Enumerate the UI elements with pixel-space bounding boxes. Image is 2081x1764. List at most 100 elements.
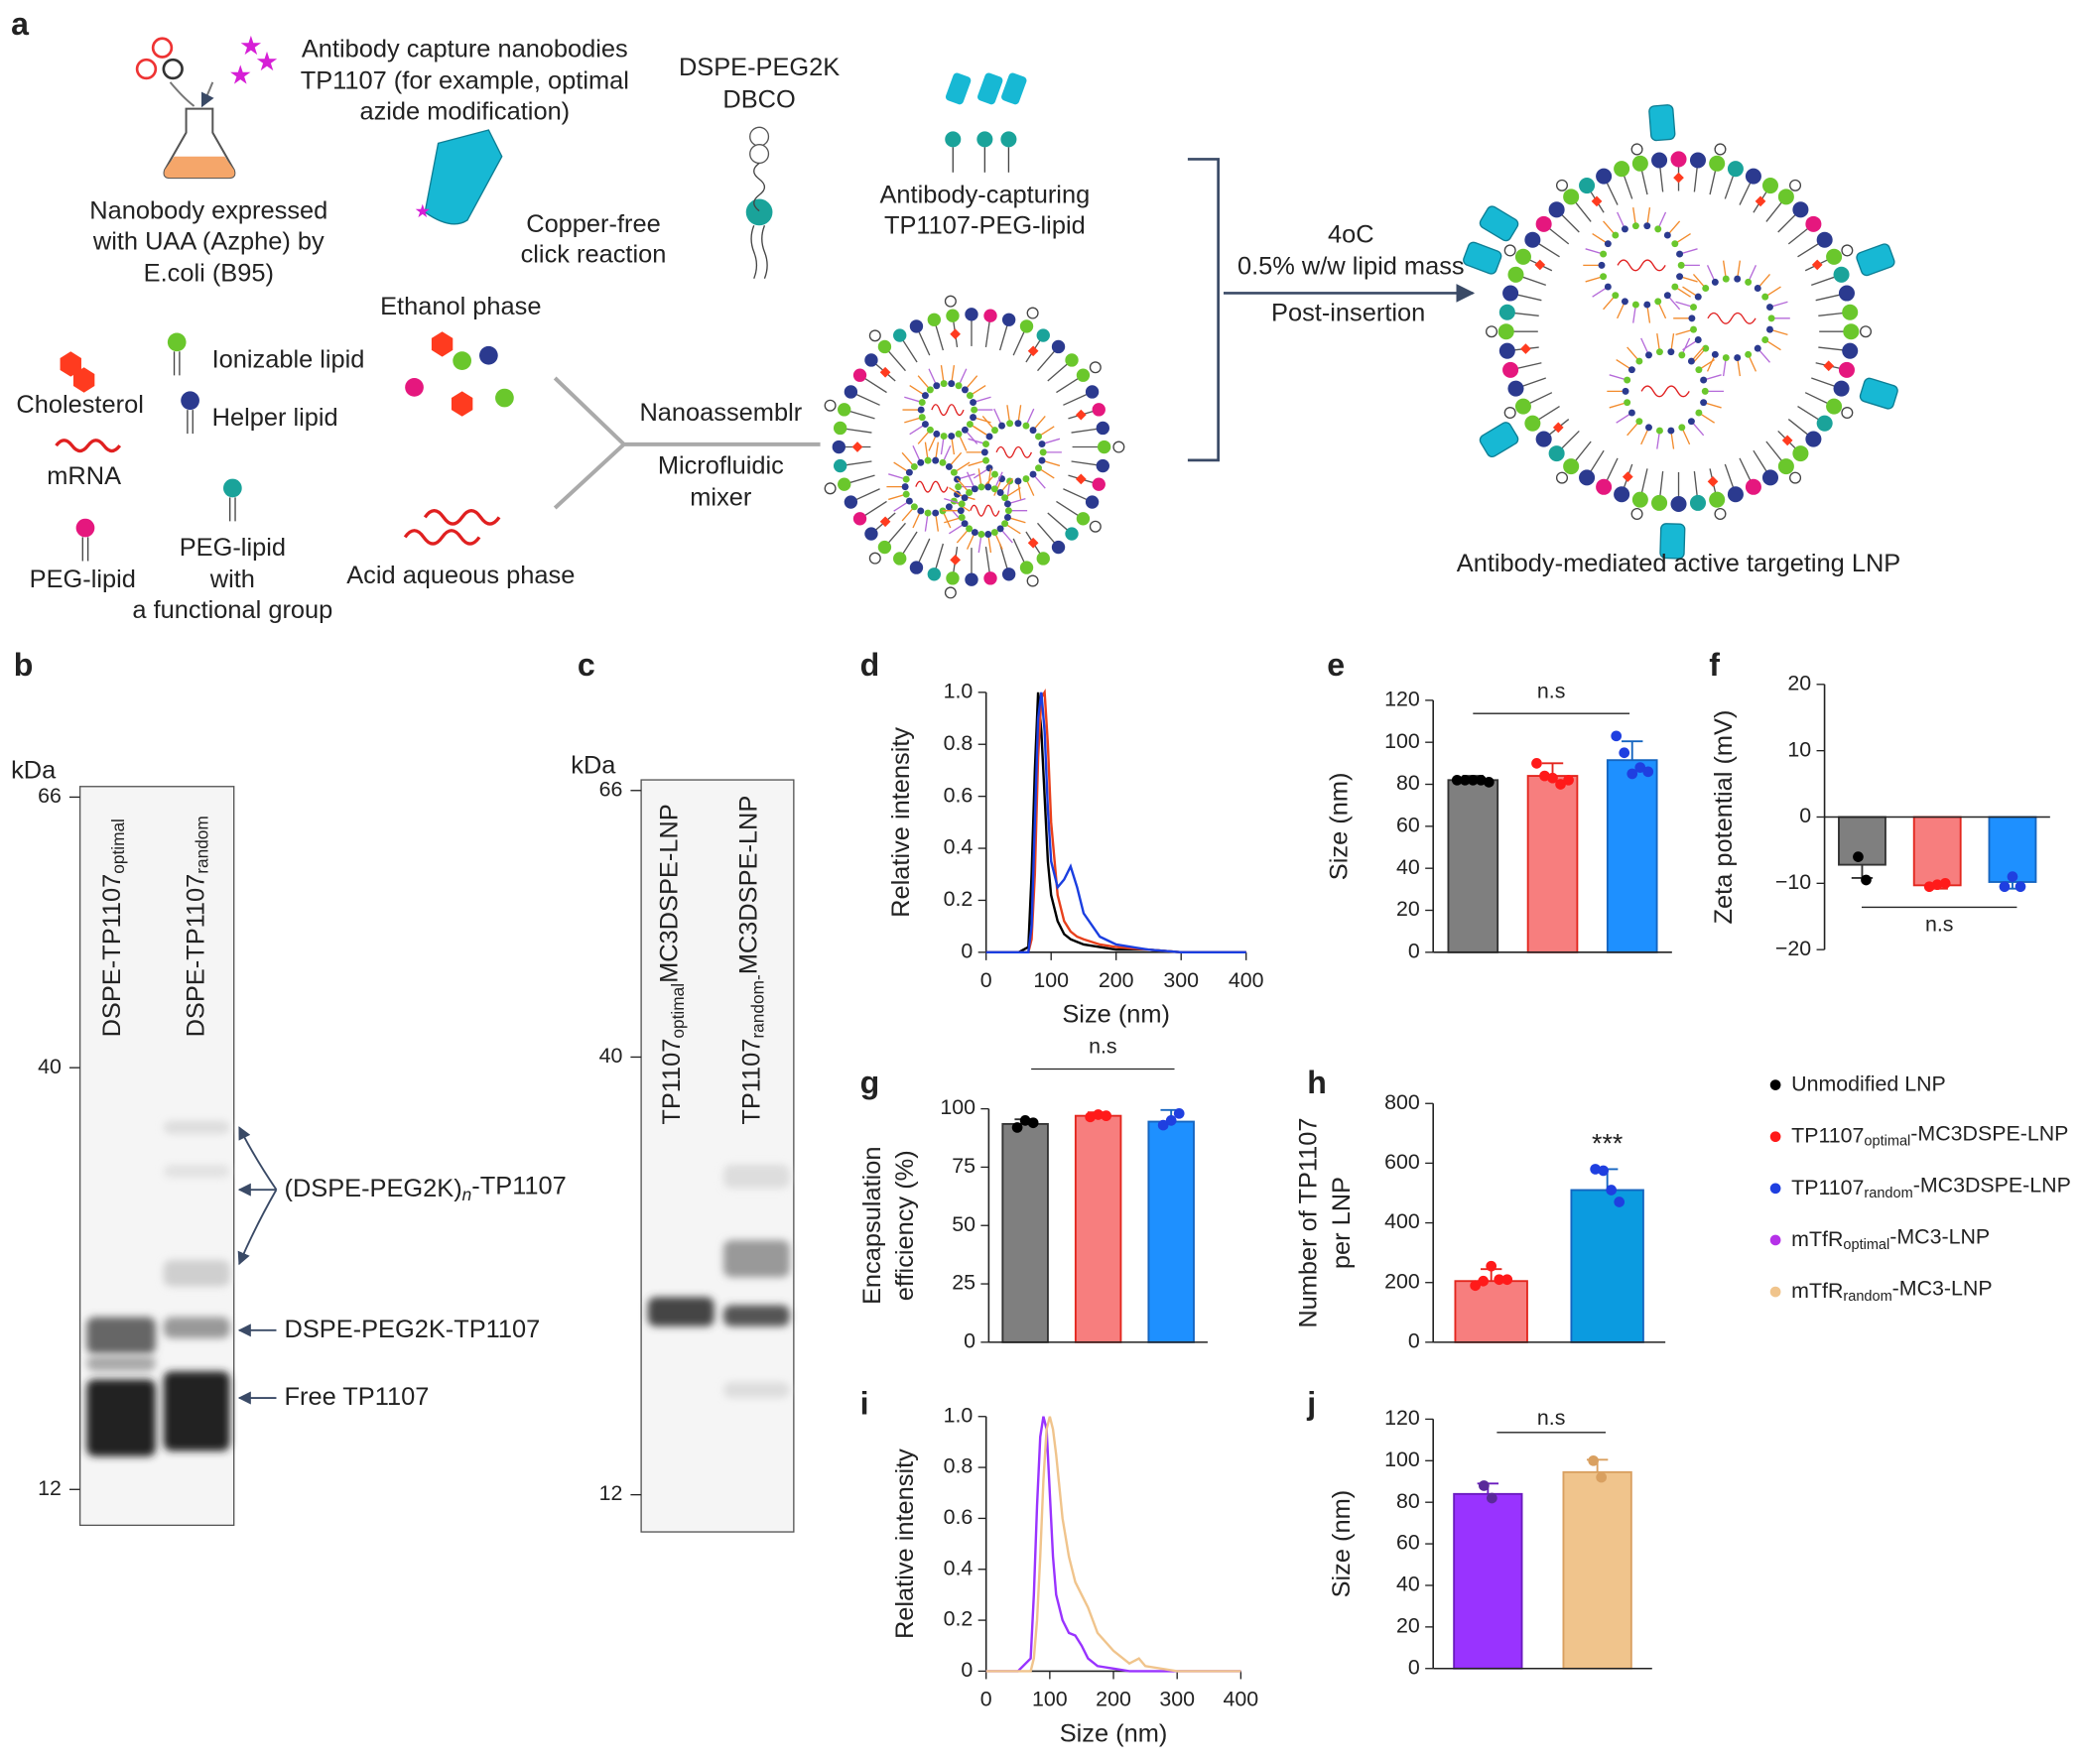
inner-head — [948, 433, 956, 441]
inner-head — [932, 509, 940, 517]
lipid — [495, 388, 514, 408]
data-point — [1626, 768, 1638, 780]
lipid-head — [1514, 398, 1531, 415]
lipid-head — [1816, 415, 1833, 432]
inner-head — [958, 500, 966, 508]
legend-swatch — [1769, 1079, 1781, 1090]
lipid-head — [1097, 440, 1111, 454]
inner-head — [1678, 351, 1686, 359]
x-tick-label: 200 — [1099, 968, 1134, 992]
y-tick-label: 20 — [1787, 671, 1811, 694]
y-axis-label: Relative intensity — [891, 1449, 919, 1639]
inner-head — [1598, 261, 1606, 269]
inner-head — [1694, 336, 1702, 344]
bar — [1147, 1120, 1195, 1343]
lipid-head — [1498, 304, 1515, 320]
inner-head — [1765, 304, 1773, 312]
bar — [1454, 1280, 1528, 1343]
inner-head — [1695, 366, 1703, 374]
inner-head — [1627, 366, 1635, 374]
diagram-label: with UAA (Azphe) by — [92, 227, 325, 255]
mrna — [1707, 312, 1756, 324]
lipid-head — [1507, 380, 1524, 397]
diagram-label: Copper-free — [526, 210, 660, 238]
lipid-head — [1579, 178, 1596, 194]
lipid-head — [945, 131, 962, 148]
peg — [824, 399, 837, 412]
inner-head — [1761, 336, 1769, 344]
diagram-label: Ionizable lipid — [212, 345, 365, 373]
bar — [1074, 1114, 1122, 1343]
peg — [868, 329, 881, 342]
inner-head — [1734, 275, 1742, 283]
diagram-label: Antibody-mediated active targeting LNP — [1457, 550, 1900, 577]
bracket — [1187, 158, 1220, 462]
inner-head — [917, 507, 925, 515]
lipid-head — [1563, 458, 1580, 475]
lane-label-sub: optimal — [108, 819, 128, 874]
lipid-head — [1535, 215, 1552, 232]
inner-head — [945, 503, 953, 511]
inner-head — [905, 497, 913, 505]
lipid-head — [1036, 552, 1050, 566]
band-label: Free TP1107 — [284, 1383, 429, 1411]
mrna — [403, 509, 501, 546]
band-label-base: Free TP1107 — [284, 1383, 429, 1411]
peg — [1714, 507, 1727, 520]
inner-head — [971, 406, 978, 414]
antibody — [1859, 377, 1898, 410]
inner-head — [966, 421, 974, 429]
legend-label-tail: -MC3-LNP — [1889, 1224, 1990, 1248]
inner-head — [971, 485, 978, 493]
lipid-head — [838, 403, 851, 417]
y-tick-label: 100 — [1384, 729, 1420, 753]
inner-head — [1687, 418, 1695, 426]
legend-label-base: mTfR — [1791, 1279, 1843, 1303]
lipid-head — [1524, 415, 1541, 432]
arrow — [169, 81, 213, 106]
inner-head — [1624, 376, 1631, 384]
x-tick-label: 100 — [1033, 968, 1069, 992]
legend-swatch — [1769, 1286, 1781, 1298]
ionizable-lipid — [167, 332, 187, 352]
annotation: n.s — [1925, 913, 1954, 937]
inner-head — [991, 427, 998, 435]
inner-head — [918, 399, 926, 407]
y-tick-label: −10 — [1775, 870, 1811, 894]
y-tick-label: 0.2 — [944, 1607, 974, 1631]
lipid-head — [1843, 323, 1860, 340]
y-tick-label: 100 — [940, 1095, 975, 1119]
diagram-label: Ethanol phase — [380, 293, 541, 320]
inner-head — [1671, 283, 1679, 291]
data-point — [1486, 1260, 1497, 1272]
band-label-base: (DSPE-PEG2K) — [284, 1175, 461, 1202]
lipid-head — [1651, 152, 1668, 169]
inner-head — [1745, 278, 1753, 286]
cholesterol — [1707, 476, 1719, 487]
y-tick-label: 1.0 — [944, 1403, 974, 1427]
inner-head — [945, 462, 953, 470]
peg — [1089, 361, 1102, 374]
inner-head — [1612, 292, 1620, 300]
inner-head — [1667, 348, 1675, 356]
inner-head — [1761, 293, 1769, 301]
lipid-head — [1065, 527, 1079, 541]
inner-head — [1621, 298, 1628, 306]
lipid-head — [1036, 328, 1050, 342]
legend-label-base: Unmodified LNP — [1791, 1071, 1946, 1095]
gel-band — [647, 1297, 715, 1326]
lipid-head — [1092, 403, 1106, 417]
marker-label: 66 — [38, 784, 62, 808]
peg — [1630, 143, 1643, 156]
diagram-label: PEG-lipid — [30, 566, 136, 593]
cell — [151, 37, 174, 59]
y-tick-label: 0.2 — [944, 887, 974, 911]
cholesterol — [1673, 172, 1684, 184]
antibody — [1659, 523, 1686, 560]
lipid-head — [1548, 445, 1565, 462]
inner-head — [998, 422, 1006, 430]
inner-head — [990, 529, 998, 537]
lane-label-base: TP1107 — [737, 1039, 765, 1125]
antibody — [1648, 104, 1676, 142]
lipid-head — [1826, 398, 1843, 415]
